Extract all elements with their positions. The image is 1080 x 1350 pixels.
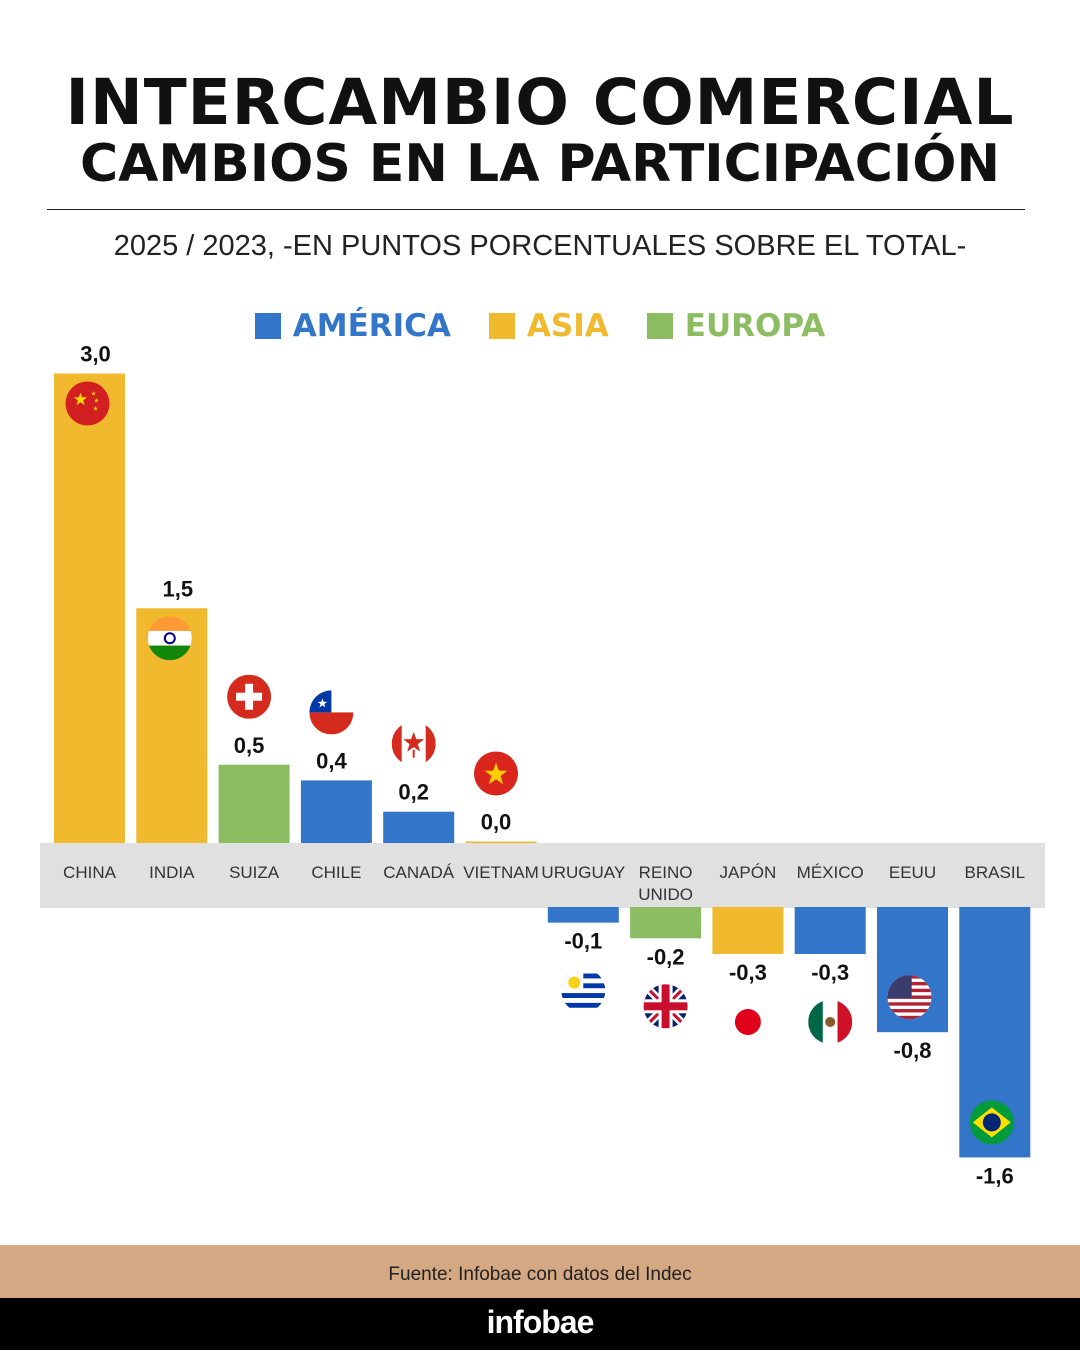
vietnam-flag-icon: [474, 751, 518, 796]
bar: [794, 907, 866, 954]
brazil-flag-icon: [969, 1100, 1014, 1145]
category-band: [40, 843, 1045, 908]
category-label: REINO: [639, 863, 693, 882]
bar-group-5: 0,0: [465, 810, 537, 843]
bar-group-4: 0,2: [383, 780, 455, 843]
data-label: -0,8: [894, 1038, 932, 1063]
data-label: -0,1: [564, 929, 602, 954]
legend-swatch-europa: [646, 313, 673, 339]
divider: [47, 209, 1025, 210]
bar-group-1: 1,5: [136, 576, 208, 843]
bar: [547, 907, 619, 923]
category-label: INDIA: [149, 863, 195, 882]
category-label: MÉXICO: [797, 863, 864, 882]
category-label: VIETNAM: [463, 863, 539, 882]
title: INTERCAMBIO COMERCIAL: [65, 66, 1015, 139]
bar: [465, 841, 537, 843]
data-label: 3,0: [80, 342, 111, 367]
switzerland-flag-icon: [227, 674, 272, 719]
legend-asia: ASIA: [488, 308, 609, 344]
category-label: CANADÁ: [383, 863, 455, 882]
bar-group-6: -0,1: [547, 907, 619, 954]
canada-flag-icon: [391, 721, 436, 766]
bar-group-8: -0,3: [712, 907, 784, 985]
category-label: EEUU: [889, 863, 936, 882]
bar-group-3: 0,4: [300, 748, 372, 843]
data-label: -1,6: [976, 1163, 1014, 1188]
mexico-flag-icon: [808, 999, 853, 1044]
legend: AMÉRICA ASIA EUROPA: [0, 308, 1080, 344]
uruguay-flag-icon: [561, 968, 606, 1013]
subtitle-title: CAMBIOS EN LA PARTICIPACIÓN: [80, 134, 1000, 194]
bar: [712, 907, 784, 954]
category-label: BRASIL: [965, 863, 1025, 882]
legend-label-asia: ASIA: [526, 308, 609, 344]
bar: [218, 764, 290, 843]
bar: [383, 811, 455, 843]
data-label: -0,2: [647, 944, 685, 969]
category-label: JAPÓN: [720, 863, 777, 882]
bar-group-2: 0,5: [218, 733, 290, 843]
legend-europa: EUROPA: [646, 308, 826, 344]
category-label: UNIDO: [638, 885, 693, 904]
data-label: 1,5: [163, 576, 194, 601]
data-label: -0,3: [811, 960, 849, 985]
bar-group-11: -1,6: [959, 907, 1031, 1188]
data-label: 0,2: [398, 780, 429, 805]
legend-swatch-asia: [488, 313, 515, 339]
bar-group-0: 3,0: [54, 342, 125, 843]
brand-logo: infobae: [0, 1298, 1080, 1350]
bar-group-9: -0,3: [794, 907, 866, 985]
usa-flag-icon: [887, 975, 932, 1020]
legend-label-america: AMÉRICA: [292, 308, 451, 344]
source-note: Fuente: Infobae con datos del Indec: [0, 1245, 1080, 1298]
legend-swatch-america: [254, 313, 281, 339]
china-flag-icon: [65, 381, 110, 426]
category-label: CHINA: [63, 863, 117, 882]
data-label: 0,0: [481, 810, 512, 835]
category-label: URUGUAY: [541, 863, 625, 882]
japan-flag-icon: [725, 999, 770, 1044]
data-label: 0,5: [234, 733, 265, 758]
bar: [630, 907, 702, 939]
bar-group-7: -0,2: [630, 907, 702, 969]
bar: [300, 780, 372, 843]
bar: [54, 373, 125, 843]
category-label: SUIZA: [229, 863, 280, 882]
category-label: CHILE: [311, 863, 361, 882]
chile-flag-icon: [309, 690, 354, 735]
legend-america: AMÉRICA: [254, 308, 451, 344]
chart-subtitle: 2025 / 2023, -EN PUNTOS PORCENTUALES SOB…: [113, 230, 967, 262]
data-label: -0,3: [729, 960, 767, 985]
data-label: 0,4: [316, 748, 347, 773]
uk-flag-icon: [643, 984, 688, 1029]
legend-label-europa: EUROPA: [684, 308, 826, 344]
india-flag-icon: [147, 616, 192, 661]
